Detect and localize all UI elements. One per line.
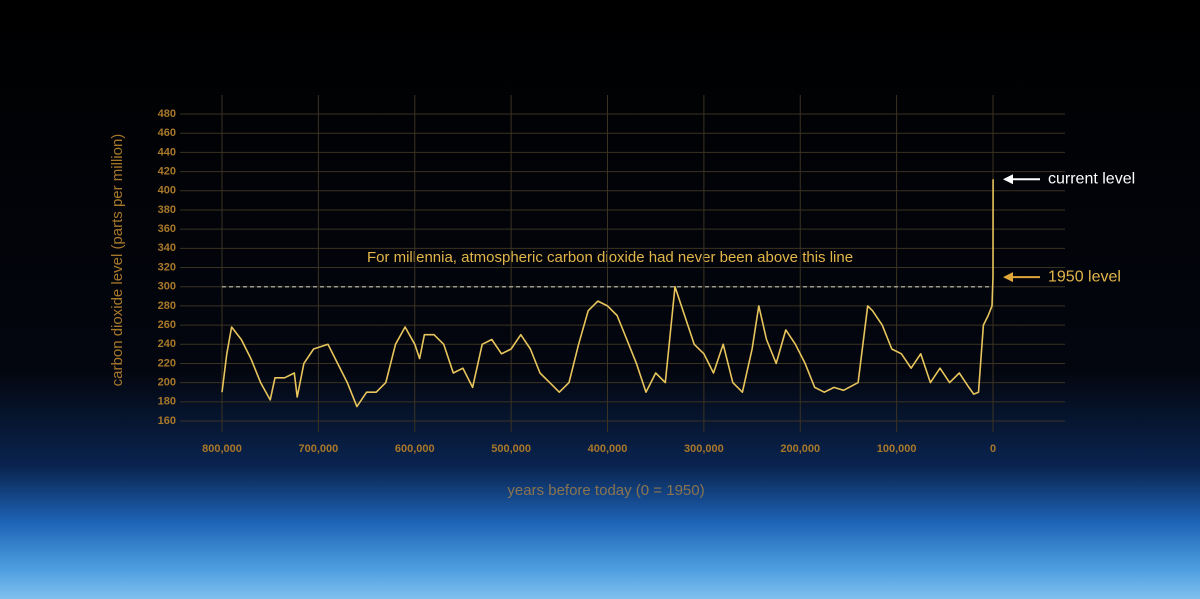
x-tick-label: 0 [990,443,996,455]
y-axis-label: carbon dioxide level (parts per million) [109,134,126,387]
y-tick-label: 360 [158,223,176,235]
marker-arrowhead [1003,174,1013,185]
x-axis-label: years before today (0 = 1950) [507,482,704,499]
y-tick-label: 240 [158,338,176,350]
y-tick-label: 460 [158,127,176,139]
y-tick-label: 260 [158,319,176,331]
y-tick-label: 480 [158,108,176,120]
y-tick-label: 220 [158,357,176,369]
y-tick-label: 380 [158,204,176,216]
y-tick-label: 300 [158,281,176,293]
y-tick-label: 280 [158,300,176,312]
x-tick-label: 600,000 [395,443,435,455]
x-tick-label: 300,000 [684,443,724,455]
y-tick-label: 160 [158,415,176,427]
y-tick-label: 200 [158,377,176,389]
y-tick-label: 320 [158,261,176,273]
x-tick-label: 700,000 [298,443,338,455]
y-tick-label: 340 [158,242,176,254]
y-tick-label: 180 [158,396,176,408]
x-tick-label: 100,000 [877,443,917,455]
y-tick-label: 420 [158,165,176,177]
marker-arrowhead [1003,272,1013,283]
x-tick-label: 500,000 [491,443,531,455]
marker-label: 1950 level [1048,268,1121,285]
marker-label: current level [1048,170,1135,187]
x-tick-label: 400,000 [588,443,628,455]
data-line [221,179,994,408]
y-tick-label: 400 [158,185,176,197]
x-tick-label: 200,000 [780,443,820,455]
annotation: For millennia, atmospheric carbon dioxid… [367,249,853,266]
y-tick-label: 440 [158,146,176,158]
x-tick-label: 800,000 [202,443,242,455]
